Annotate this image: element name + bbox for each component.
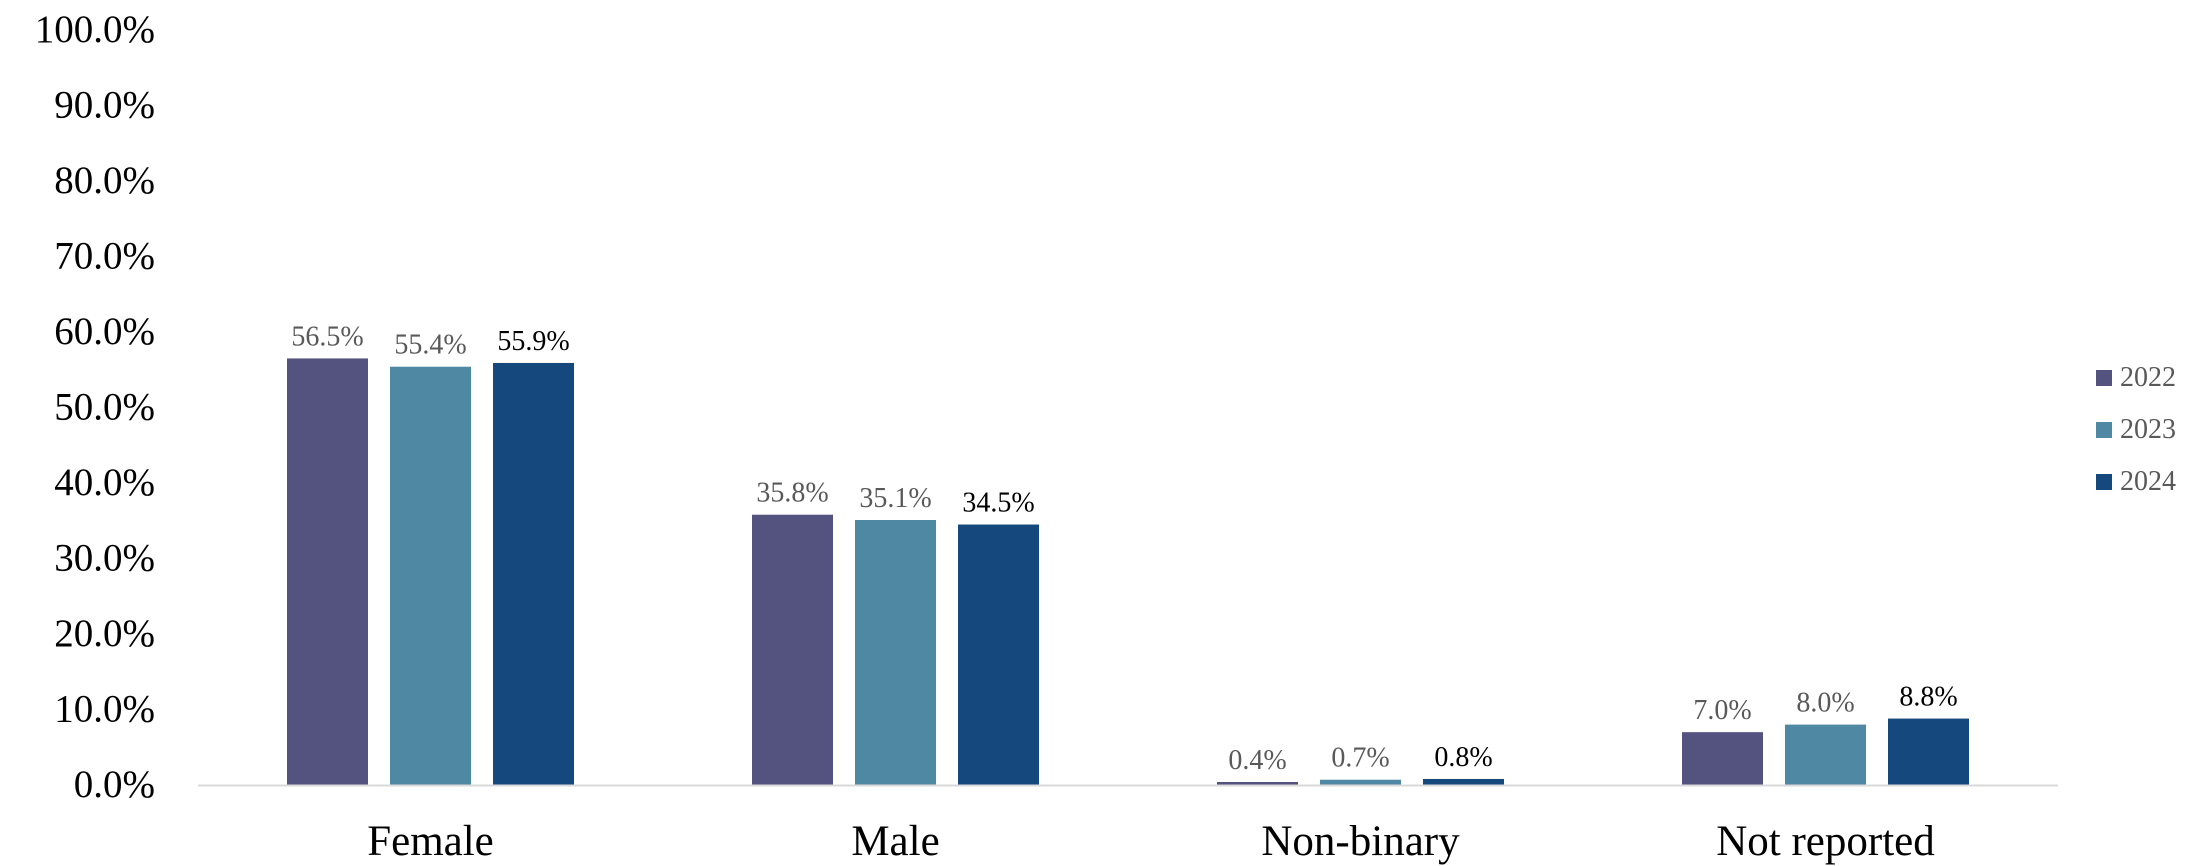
data-label: 8.8% bbox=[1899, 682, 1957, 713]
bar-2022-female bbox=[287, 358, 368, 785]
bar-2022-male bbox=[752, 514, 833, 785]
y-tick-label: 0.0% bbox=[74, 763, 155, 806]
x-category-label: Female bbox=[367, 818, 494, 865]
data-label: 7.0% bbox=[1693, 695, 1751, 726]
data-label: 35.1% bbox=[859, 483, 931, 514]
y-tick-label: 80.0% bbox=[54, 159, 155, 202]
data-label: 8.0% bbox=[1796, 688, 1854, 719]
bar-2022-not-reported bbox=[1682, 732, 1763, 785]
x-category-label: Non-binary bbox=[1261, 818, 1460, 865]
y-tick-label: 60.0% bbox=[54, 310, 155, 353]
data-label: 0.7% bbox=[1331, 743, 1389, 774]
legend: 2022 2023 2024 bbox=[2096, 362, 2176, 498]
bar-2023-male bbox=[855, 519, 936, 785]
legend-item-2024: 2024 bbox=[2096, 466, 2176, 498]
data-label: 35.8% bbox=[756, 478, 828, 509]
legend-label-2022: 2022 bbox=[2120, 362, 2176, 393]
bar-2024-female bbox=[493, 362, 574, 785]
data-label: 55.9% bbox=[497, 326, 569, 357]
data-label: 0.4% bbox=[1228, 745, 1286, 776]
data-label: 55.4% bbox=[394, 330, 466, 361]
y-tick-label: 20.0% bbox=[54, 612, 155, 655]
legend-label-2023: 2023 bbox=[2120, 414, 2176, 445]
x-category-label: Male bbox=[851, 818, 939, 865]
bar-2023-non-binary bbox=[1320, 779, 1401, 785]
y-tick-label: 70.0% bbox=[54, 235, 155, 278]
legend-item-2022: 2022 bbox=[2096, 362, 2176, 394]
bar-2024-not-reported bbox=[1888, 718, 1969, 785]
bar-2023-female bbox=[390, 366, 471, 785]
legend-item-2023: 2023 bbox=[2096, 414, 2176, 446]
legend-label-2024: 2024 bbox=[2120, 466, 2176, 497]
data-label: 0.8% bbox=[1434, 742, 1492, 773]
legend-swatch-2024 bbox=[2096, 474, 2112, 490]
bar-2024-male bbox=[958, 524, 1039, 785]
y-tick-label: 30.0% bbox=[54, 537, 155, 580]
legend-swatch-2022 bbox=[2096, 370, 2112, 386]
data-label: 34.5% bbox=[962, 488, 1034, 519]
y-tick-label: 10.0% bbox=[54, 688, 155, 731]
y-tick-label: 40.0% bbox=[54, 461, 155, 504]
y-tick-label: 90.0% bbox=[54, 84, 155, 127]
y-tick-label: 50.0% bbox=[54, 386, 155, 429]
bar-2024-non-binary bbox=[1423, 778, 1504, 785]
legend-swatch-2023 bbox=[2096, 422, 2112, 438]
y-tick-label: 100.0% bbox=[35, 8, 155, 51]
data-label: 56.5% bbox=[291, 321, 363, 352]
x-category-label: Not reported bbox=[1716, 818, 1935, 865]
bar-2023-not-reported bbox=[1785, 724, 1866, 785]
bar-2022-non-binary bbox=[1217, 781, 1298, 785]
